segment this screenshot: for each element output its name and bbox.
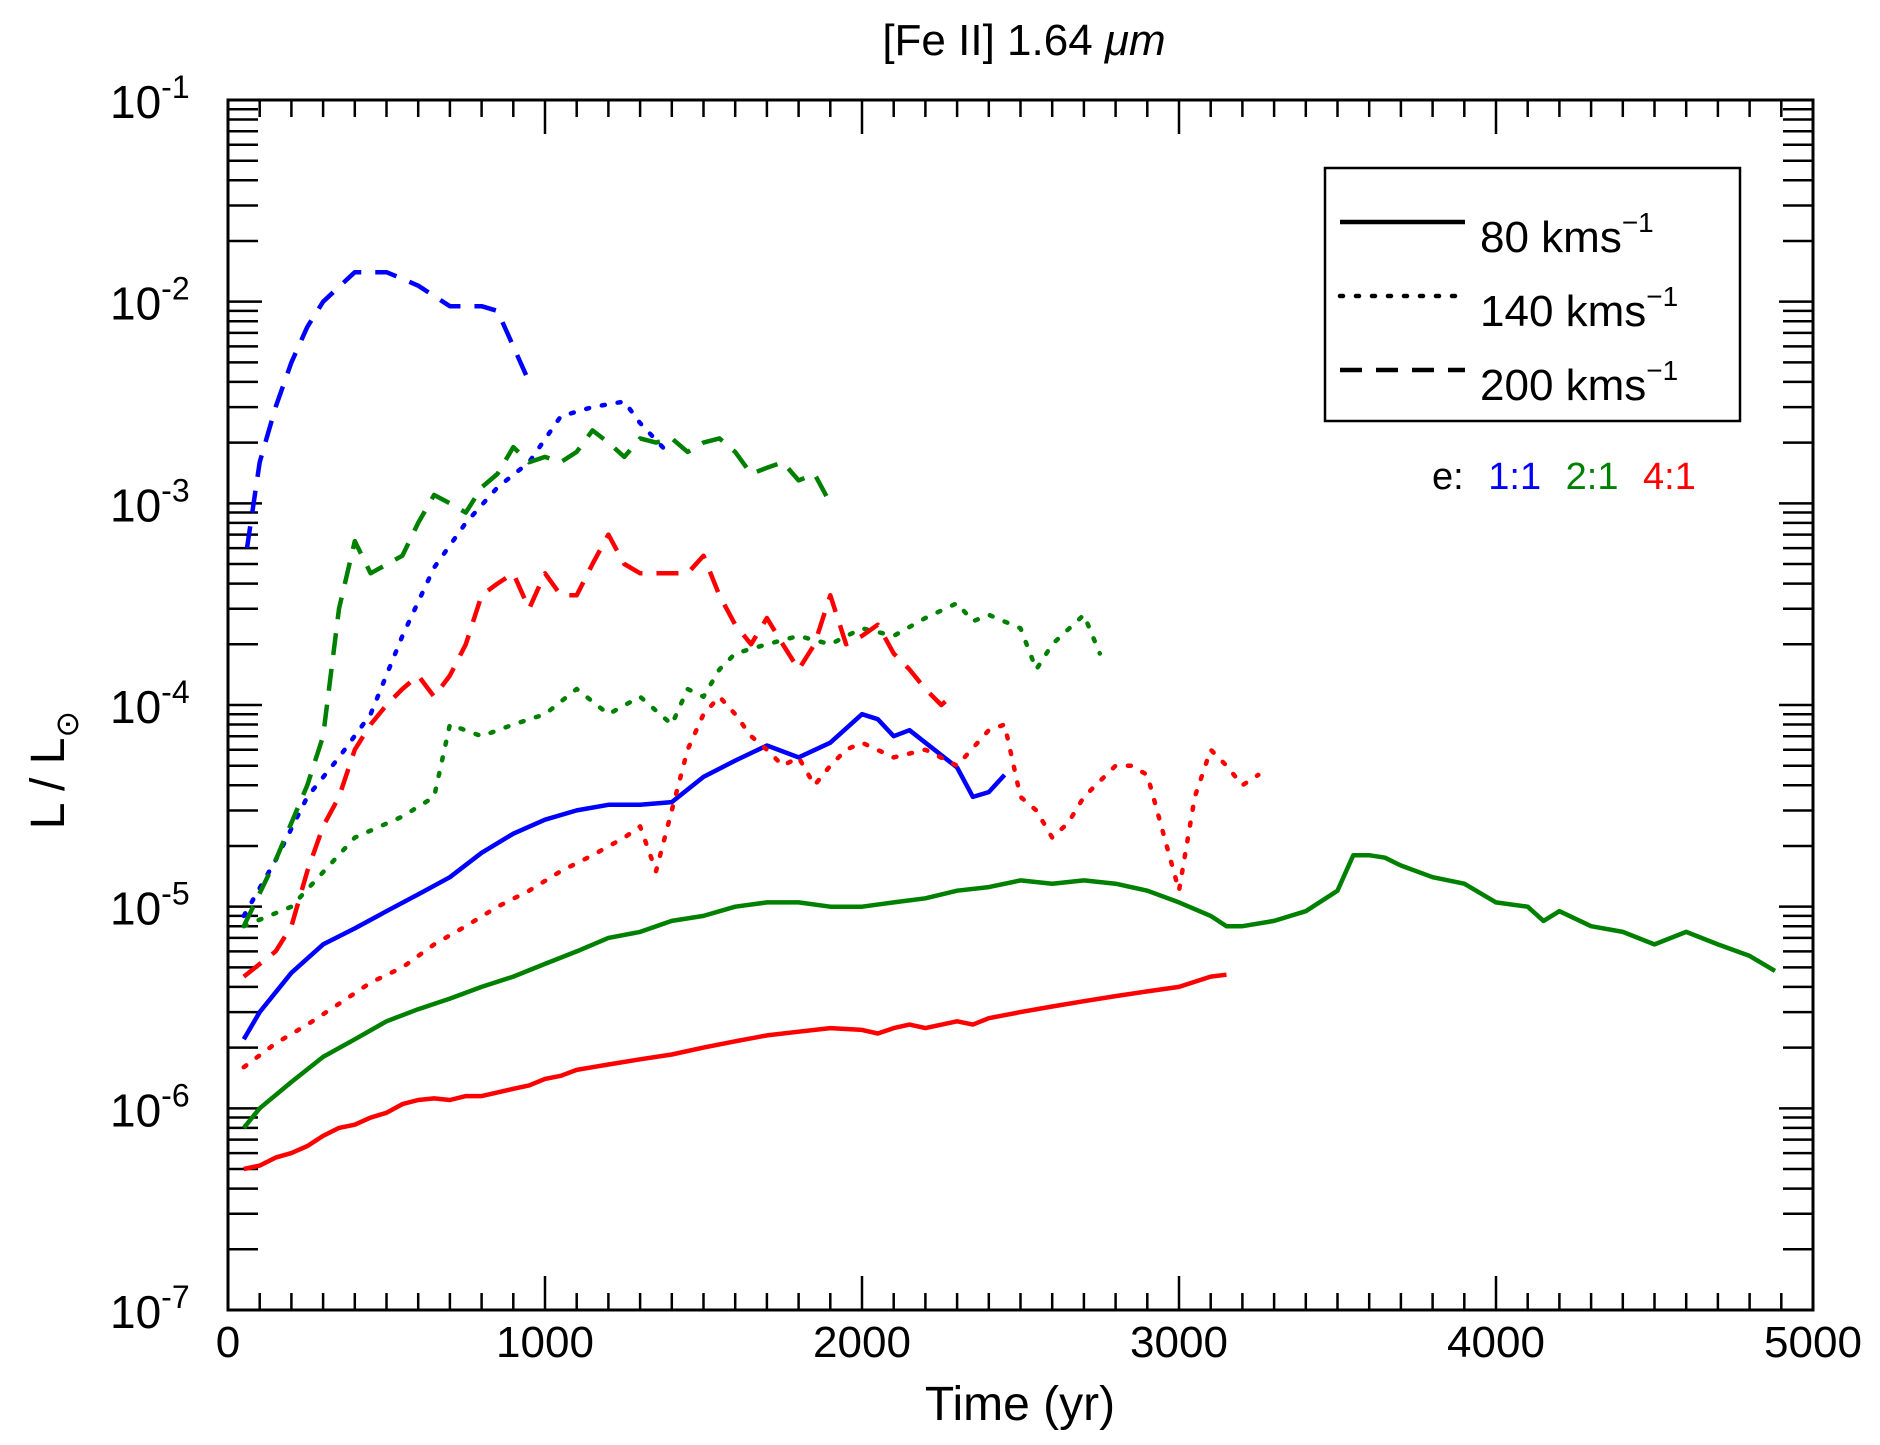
ratio-legend: e: 1:1 2:1 4:1 (1432, 456, 1696, 498)
legend: 80 kms−1 140 kms−1 200 kms−1 (1323, 166, 1742, 423)
series-4-1-140kms-line (241, 694, 1261, 1070)
series-4-1-200kms-line (242, 532, 953, 979)
x-tick-label: 0 (216, 1318, 240, 1367)
x-axis-label: Time (yr) (925, 1378, 1115, 1431)
legend-items: 80 kms−1 140 kms−1 200 kms−1 (1337, 207, 1678, 410)
series-1-1-140kms-line (241, 399, 675, 919)
y-tick-label: 10-4 (110, 674, 190, 733)
y-axis-label: L / L⊙ (22, 711, 85, 829)
series-2-1-140kms-line (241, 600, 1103, 929)
plot-area (241, 269, 1777, 1172)
y-tick-label: 10-6 (110, 1077, 190, 1136)
chart-title: [Fe II] 1.64 μm (882, 16, 1165, 65)
legend-box (1323, 166, 1742, 423)
series-group (241, 269, 1777, 1172)
ratio-legend-2-1: 2:1 (1566, 456, 1619, 498)
series-2-1-200kms-line (241, 428, 833, 928)
y-tick-label: 10-2 (110, 271, 190, 330)
x-tick-label: 1000 (496, 1318, 594, 1367)
x-tick-labels: 0 1000 2000 3000 4000 5000 (216, 1318, 1862, 1367)
y-tick-label: 10-5 (110, 876, 190, 935)
series-4-1-80kms-line (243, 972, 1227, 1172)
x-tick-label: 3000 (1130, 1318, 1228, 1367)
x-tick-label: 2000 (813, 1318, 911, 1367)
legend-label-dashed: 200 kms−1 (1480, 355, 1678, 410)
ratio-legend-label: e: (1432, 456, 1464, 498)
series-1-1-80kms-line (241, 711, 1007, 1041)
ratio-legend-1-1: 1:1 (1488, 456, 1541, 498)
legend-label-dotted: 140 kms−1 (1480, 281, 1678, 336)
legend-label-solid: 80 kms−1 (1480, 207, 1654, 262)
plot-frame (226, 98, 1815, 1312)
series-2-1-80kms-line (242, 852, 1777, 1130)
y-tick-label: 10-3 (110, 472, 190, 531)
y-tick-label: 10-1 (110, 69, 190, 128)
ratio-legend-4-1: 4:1 (1643, 456, 1696, 498)
x-tick-label: 4000 (1447, 1318, 1545, 1367)
y-tick-labels: 10-7 10-6 10-5 10-4 10-3 10-2 10-1 (110, 69, 190, 1338)
y-tick-label: 10-7 (110, 1279, 190, 1338)
series-1-1-200kms-line (244, 269, 532, 549)
tick-marks (226, 98, 1815, 1312)
x-tick-label: 5000 (1764, 1318, 1862, 1367)
